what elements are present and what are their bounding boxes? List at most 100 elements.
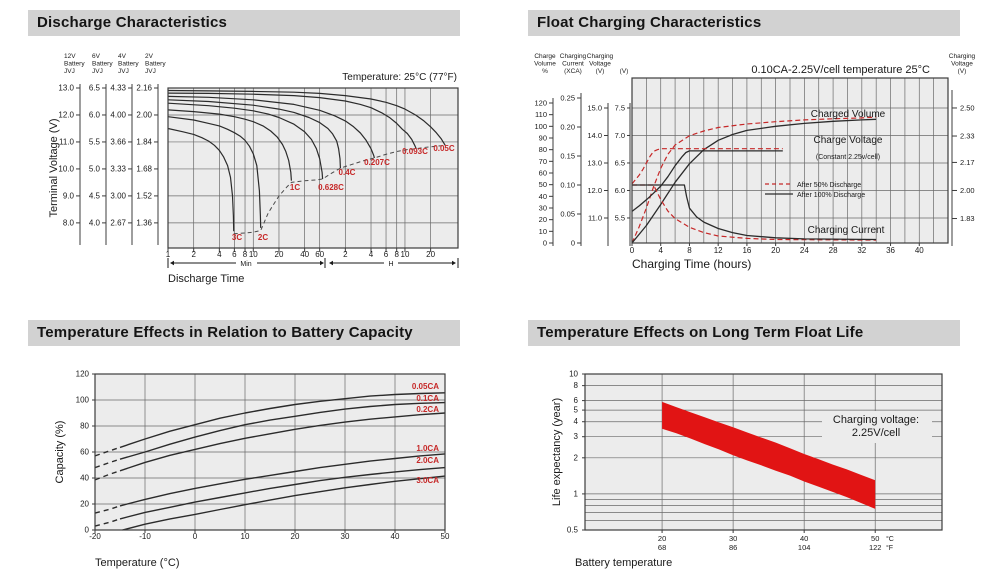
axis-tick-label: 1.68 <box>136 164 152 173</box>
axis-tick-label: 1.84 <box>136 137 152 146</box>
x-axis-title: Discharge Time <box>168 273 244 285</box>
legend-100pct-text: After 100% Discharge <box>797 192 865 199</box>
y-axis-title: Life expectancy (year) <box>551 398 563 506</box>
label-20ca: 2.0CA <box>416 456 439 465</box>
axis-header-12v-text: Battery <box>64 61 85 68</box>
tick-label: 68 <box>658 543 666 552</box>
series-0.628C <box>167 102 324 180</box>
discharge-characteristics-chart: 13.0 12.0 11.0 10.0 9.0 8.0 6.5 6.0 5.5 5.0 4.5 4.0… <box>48 53 459 285</box>
axis-tick-label: 110 <box>535 110 547 119</box>
x-axis-title-text: Discharge Time <box>168 273 244 285</box>
series-0.093C <box>167 92 417 149</box>
tick-label: 4 <box>659 246 664 255</box>
tick-label: 80 <box>80 422 89 431</box>
x-axis-title-text: Charging Time (hours) <box>632 257 751 271</box>
axis-tick-label: 80 <box>539 145 547 154</box>
section-title-float-charging: Float Charging Characteristics <box>528 10 960 36</box>
axis-tick-label: 8.0 <box>63 218 75 227</box>
axis-tick-label: 4.5 <box>89 191 101 200</box>
label-04c: 0.4C <box>339 168 356 177</box>
axis-header-12v-text: JVJ <box>64 68 75 75</box>
label-30ca-text: 3.0CA <box>416 476 439 485</box>
axis-tick-label: 2.67 <box>110 218 126 227</box>
axis-header-current-text: Charging <box>560 53 587 60</box>
axis-header-2v-text: Battery <box>145 61 166 68</box>
axis-header-6v-text: 6V <box>92 53 101 60</box>
plot-border <box>584 373 943 531</box>
axis-header-current-text: Current <box>562 61 584 68</box>
curve-label-charged-volume: Charged Volume <box>811 109 886 120</box>
axis-header-12v-text: 12V <box>64 53 76 60</box>
axis-tick-label: 9.0 <box>63 191 75 200</box>
axis-tick-label: 11.0 <box>59 137 75 146</box>
tick-label: 50 <box>871 534 879 543</box>
axis-tick-label: 1.36 <box>136 218 152 227</box>
axis-tick-label: 14.0 <box>587 131 602 140</box>
axis-tick-label: 0 <box>543 239 547 248</box>
tick-label: 8 <box>394 250 399 259</box>
axis-header-current-text: (XCA) <box>564 68 582 75</box>
curve-label-charge-voltage: Charge Voltage <box>814 135 883 146</box>
plot-border <box>167 87 459 249</box>
label-0628c: 0.628C <box>318 183 344 192</box>
axis-tick-label: 30 <box>539 204 547 213</box>
float-life-section: Temperature Effects on Long Term Float L… <box>500 300 1000 585</box>
series-0.1CA-dashed <box>94 458 121 469</box>
axis-tick-label: 7.5 <box>615 103 625 112</box>
tick-label: 10 <box>569 370 578 379</box>
label-1c-text: 1C <box>290 183 300 192</box>
label-3c-text: 3C <box>232 233 242 242</box>
axis-header-cell-voltage-text: (V) <box>958 68 967 75</box>
temperature-note-text: Temperature: 25°C (77°F) <box>342 72 457 83</box>
axis-tick-label: 4.33 <box>110 84 126 93</box>
curve-label-constant: (Constant 2.25v/cell) <box>816 154 880 161</box>
series-charging-current-50pct <box>632 184 877 241</box>
label-1c: 1C <box>290 183 300 192</box>
series-0.2CA <box>119 412 446 472</box>
axis-tick-label: 2.50 <box>960 103 975 112</box>
unit-celsius: °C <box>886 535 894 543</box>
series-charging-current-100pct <box>632 184 877 241</box>
curve-label-constant-text: (Constant 2.25v/cell) <box>816 154 880 161</box>
tick-label: 12 <box>714 246 723 255</box>
series-0.207C <box>167 95 375 159</box>
label-005c: 0.05C <box>433 144 455 153</box>
charging-voltage-note-text: 2.25V/cell <box>852 427 900 439</box>
tick-label: 10 <box>241 532 250 541</box>
condition-note-text: 0.10CA-2.25V/cell temperature 25°C <box>751 64 930 76</box>
legend-100pct: After 100% Discharge <box>797 192 865 199</box>
float-charging-characteristics-chart: 010203040506070809010011012000.050.100.1… <box>534 53 975 271</box>
tick-label: 60 <box>80 448 89 457</box>
axis-tick-label: 2.00 <box>136 110 152 119</box>
tick-label: 4 <box>574 417 579 426</box>
series-cutoff-locus <box>233 144 446 235</box>
axis-tick-label: 0 <box>571 239 575 248</box>
axis-tick-label: 0.10 <box>560 181 575 190</box>
series-3C <box>167 127 235 232</box>
axis-tick-label: 120 <box>534 99 547 108</box>
axis-header-4v-text: Battery <box>118 61 139 68</box>
unit-fahrenheit-text: °F <box>886 544 893 552</box>
temperature-capacity-chart: -20 -10 0 10 20 30 40 50 0 20 40 60 80 100 120 Capacity… <box>54 370 450 570</box>
discharge-section: Discharge Characteristics 13.0 12.0 11.0 10… <box>0 0 500 300</box>
axis-tick-label: 6.0 <box>89 110 101 119</box>
temperature-capacity-section: Temperature Effects in Relation to Batte… <box>0 300 500 585</box>
label-20ca-text: 2.0CA <box>416 456 439 465</box>
axis-tick-label: 4.0 <box>89 218 101 227</box>
axis-header-voltage12-text: Charging <box>587 53 614 60</box>
tick-label: 100 <box>76 396 90 405</box>
tick-label: 40 <box>915 246 924 255</box>
plot-border <box>631 77 949 244</box>
axis-tick-label: 60 <box>539 169 547 178</box>
tick-label: 20 <box>291 532 300 541</box>
axis-tick-label: 10.0 <box>58 164 74 173</box>
label-0207c-text: 0.207C <box>364 158 390 167</box>
axis-tick-label: 15.0 <box>587 104 602 113</box>
axis-tick-label: 10 <box>539 227 547 236</box>
series-2.0CA-dashed <box>94 518 121 527</box>
axis-tick-label: 5.5 <box>615 213 625 222</box>
tick-label: 30 <box>341 532 350 541</box>
